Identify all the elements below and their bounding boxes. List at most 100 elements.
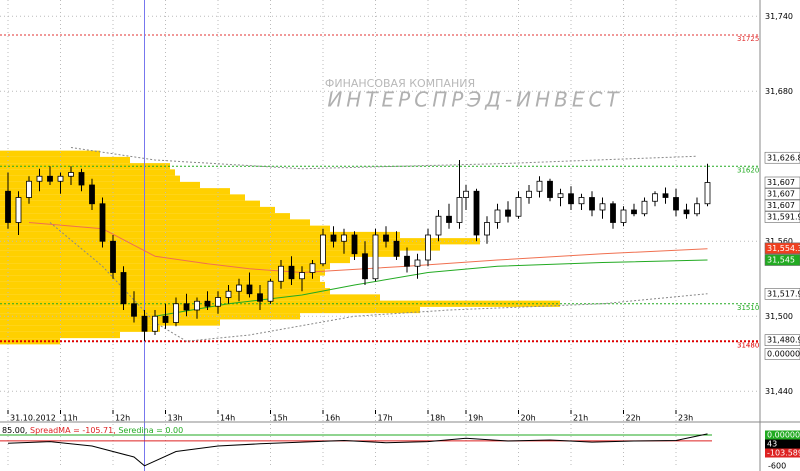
candle-body xyxy=(194,300,200,311)
candle-body xyxy=(393,240,400,257)
x-tick-label: 16h xyxy=(325,414,340,423)
price-box-label: 31,626.8 xyxy=(767,153,800,162)
profile-bar xyxy=(0,244,440,251)
y-tick-label: 31,500 xyxy=(765,312,793,321)
candle-body xyxy=(620,209,627,223)
candle-body xyxy=(225,290,232,298)
candle-body xyxy=(78,172,85,186)
indicator-box xyxy=(765,439,800,449)
indicator-seredina: Seredina = 0.00 xyxy=(118,426,183,435)
x-tick-label: 23h xyxy=(678,414,693,423)
candle-body xyxy=(652,193,658,202)
indicator-box-label: 0.00000 xyxy=(767,431,800,440)
indicator-line xyxy=(154,259,708,317)
candle-body xyxy=(673,197,679,211)
status-box-label: 0.00000 xyxy=(767,350,800,359)
x-tick-label: 11h xyxy=(63,414,78,423)
candle-body xyxy=(330,234,337,242)
candle-body xyxy=(578,197,585,205)
x-tick-label: 15h xyxy=(273,414,288,423)
candle-body xyxy=(99,203,106,242)
candle-body xyxy=(152,315,158,332)
candle-body xyxy=(15,197,22,223)
x-tick-label: 13h xyxy=(168,414,183,423)
x-tick-label: 17h xyxy=(378,414,393,423)
candle-body xyxy=(505,209,511,217)
profile-bar xyxy=(0,169,175,176)
candle-body xyxy=(526,190,532,198)
candle-body xyxy=(662,193,669,198)
candle-body xyxy=(131,303,137,317)
candle-body xyxy=(494,209,501,223)
price-box-label: 31,545 xyxy=(767,256,795,265)
candle-body xyxy=(5,190,11,223)
indicator-value: 85.00, xyxy=(2,426,27,435)
candle-body xyxy=(446,215,452,223)
status-box xyxy=(764,348,800,360)
price-box xyxy=(764,242,800,255)
candle-body xyxy=(68,172,74,177)
x-tick-label: 22h xyxy=(626,414,641,423)
x-tick-label: 18h xyxy=(430,414,445,423)
candle-body xyxy=(57,175,64,182)
candle-body xyxy=(47,175,53,182)
x-tick-label: 12h xyxy=(115,414,130,423)
profile-bar xyxy=(0,306,420,314)
profile-bar xyxy=(0,331,120,339)
candle-body xyxy=(414,259,421,267)
profile-bar xyxy=(0,250,400,257)
price-box-label: 31,607 xyxy=(767,201,795,210)
x-tick-label: 21h xyxy=(573,414,588,423)
watermark-line: ФИНАНСОВАЯ КОМПАНИЯ xyxy=(325,77,475,90)
profile-bar xyxy=(0,275,320,282)
price-box xyxy=(764,199,800,212)
profile-bar xyxy=(0,294,380,301)
profile-bar xyxy=(0,200,260,207)
price-box-label: 31,554.3 xyxy=(767,244,800,253)
candle-body xyxy=(299,272,305,280)
x-tick-label: 31.10.2012 xyxy=(10,414,56,423)
profile-bar xyxy=(0,194,245,201)
profile-bar xyxy=(0,325,160,332)
indicator-line xyxy=(49,222,708,342)
profile-bar xyxy=(0,281,325,289)
y-tick-label: 31,440 xyxy=(765,387,793,396)
candle-body xyxy=(278,265,284,282)
candle-body xyxy=(473,190,480,236)
candle-body xyxy=(383,234,389,242)
candle-body xyxy=(425,234,431,261)
candle-body xyxy=(257,293,263,302)
candle-body xyxy=(267,280,274,302)
candle-body xyxy=(372,234,379,280)
indicator-box-label: -103.589 xyxy=(767,449,800,458)
candle-body xyxy=(435,215,442,236)
indicator-box xyxy=(765,448,800,458)
candle-body xyxy=(694,203,700,215)
candle-body xyxy=(515,197,522,217)
candle-body xyxy=(683,209,690,215)
price-box-label: 31,607 xyxy=(767,178,795,187)
candle-body xyxy=(309,263,316,273)
candle-body xyxy=(557,193,564,198)
candle-body xyxy=(288,265,295,280)
x-tick-label: 20h xyxy=(521,414,536,423)
candle-body xyxy=(568,193,574,205)
indicator-legend: 85.00, SpreadMA = -105.71, Seredina = 0.… xyxy=(2,426,183,435)
candle-body xyxy=(89,184,95,205)
price-box-label: 31,480.9 xyxy=(767,336,800,345)
candle-body xyxy=(36,175,43,182)
candle-body xyxy=(141,315,148,332)
candle-body xyxy=(704,182,711,205)
profile-bar xyxy=(0,219,310,226)
price-box-label: 31,591.9 xyxy=(767,213,800,222)
candle-body xyxy=(162,315,169,323)
candle-body xyxy=(610,203,616,223)
indicator-box-label: 43 xyxy=(767,440,777,449)
profile-bar xyxy=(0,156,130,164)
candle-body xyxy=(120,272,127,305)
candle-body xyxy=(599,203,606,211)
price-box xyxy=(764,254,800,266)
candle-body xyxy=(641,200,648,215)
profile-bar xyxy=(0,231,400,239)
